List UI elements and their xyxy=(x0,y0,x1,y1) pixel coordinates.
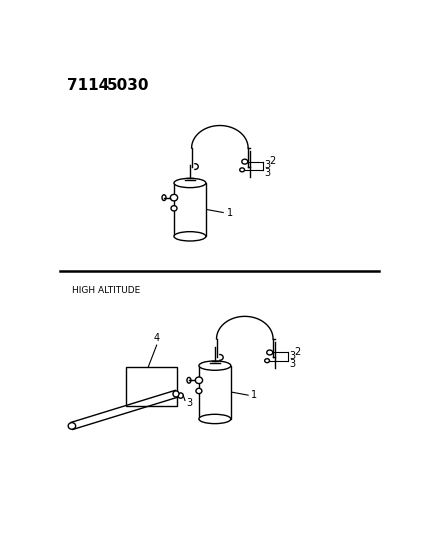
Ellipse shape xyxy=(195,377,202,384)
Ellipse shape xyxy=(267,350,273,355)
Ellipse shape xyxy=(173,391,179,397)
Ellipse shape xyxy=(171,206,177,211)
Ellipse shape xyxy=(68,423,76,429)
Text: 3: 3 xyxy=(290,351,296,361)
Text: 3: 3 xyxy=(187,398,193,408)
Ellipse shape xyxy=(187,377,191,383)
Ellipse shape xyxy=(162,195,166,200)
Bar xyxy=(126,367,178,406)
Text: 5030: 5030 xyxy=(107,78,149,93)
Ellipse shape xyxy=(170,195,178,201)
Ellipse shape xyxy=(265,359,269,362)
Text: 2: 2 xyxy=(270,156,276,166)
Text: 3: 3 xyxy=(265,160,271,170)
Bar xyxy=(174,183,206,236)
Ellipse shape xyxy=(240,168,245,172)
Ellipse shape xyxy=(199,361,231,370)
Text: 2: 2 xyxy=(295,346,301,357)
Text: 4: 4 xyxy=(154,333,160,343)
Text: 3: 3 xyxy=(265,168,271,178)
Ellipse shape xyxy=(174,179,206,188)
Ellipse shape xyxy=(174,232,206,241)
Ellipse shape xyxy=(178,393,183,398)
Text: 1: 1 xyxy=(227,207,233,217)
Bar xyxy=(199,366,231,419)
Ellipse shape xyxy=(199,414,231,424)
Ellipse shape xyxy=(242,159,248,164)
Text: 1: 1 xyxy=(251,390,257,400)
Text: HIGH ALTITUDE: HIGH ALTITUDE xyxy=(72,286,140,295)
Ellipse shape xyxy=(196,388,202,394)
Text: 3: 3 xyxy=(290,359,296,369)
Text: 7114: 7114 xyxy=(67,78,109,93)
